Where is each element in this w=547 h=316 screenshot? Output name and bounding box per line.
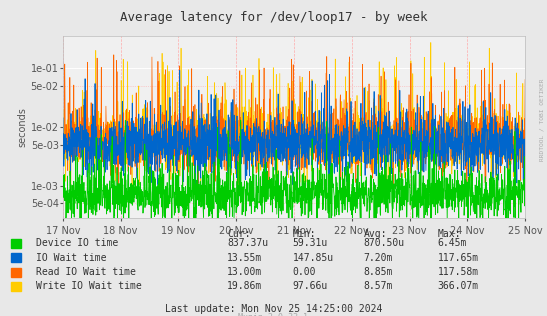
Text: 117.58m: 117.58m	[438, 267, 479, 277]
Text: Min:: Min:	[293, 229, 316, 239]
Text: 13.00m: 13.00m	[227, 267, 262, 277]
Text: Max:: Max:	[438, 229, 461, 239]
Text: 870.50u: 870.50u	[364, 238, 405, 248]
Text: 117.65m: 117.65m	[438, 252, 479, 263]
Text: 8.85m: 8.85m	[364, 267, 393, 277]
Y-axis label: seconds: seconds	[18, 107, 28, 147]
Text: IO Wait time: IO Wait time	[36, 252, 106, 263]
Text: Write IO Wait time: Write IO Wait time	[36, 281, 141, 291]
Text: 7.20m: 7.20m	[364, 252, 393, 263]
Text: 366.07m: 366.07m	[438, 281, 479, 291]
Text: Device IO time: Device IO time	[36, 238, 118, 248]
Text: 59.31u: 59.31u	[293, 238, 328, 248]
Text: Average latency for /dev/loop17 - by week: Average latency for /dev/loop17 - by wee…	[120, 11, 427, 24]
Text: Cur:: Cur:	[227, 229, 251, 239]
Text: 0.00: 0.00	[293, 267, 316, 277]
Text: 13.55m: 13.55m	[227, 252, 262, 263]
Text: RRDTOOL / TOBI OETIKER: RRDTOOL / TOBI OETIKER	[539, 79, 544, 161]
Text: Avg:: Avg:	[364, 229, 387, 239]
Text: 8.57m: 8.57m	[364, 281, 393, 291]
Text: Read IO Wait time: Read IO Wait time	[36, 267, 136, 277]
Text: 6.45m: 6.45m	[438, 238, 467, 248]
Text: 837.37u: 837.37u	[227, 238, 268, 248]
Text: 147.85u: 147.85u	[293, 252, 334, 263]
Text: Last update: Mon Nov 25 14:25:00 2024: Last update: Mon Nov 25 14:25:00 2024	[165, 304, 382, 314]
Text: 97.66u: 97.66u	[293, 281, 328, 291]
Text: 19.86m: 19.86m	[227, 281, 262, 291]
Text: Munin 2.0.33-1: Munin 2.0.33-1	[238, 313, 309, 316]
